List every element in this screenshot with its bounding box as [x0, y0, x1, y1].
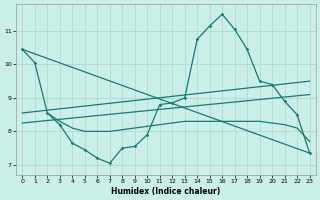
X-axis label: Humidex (Indice chaleur): Humidex (Indice chaleur)	[111, 187, 220, 196]
